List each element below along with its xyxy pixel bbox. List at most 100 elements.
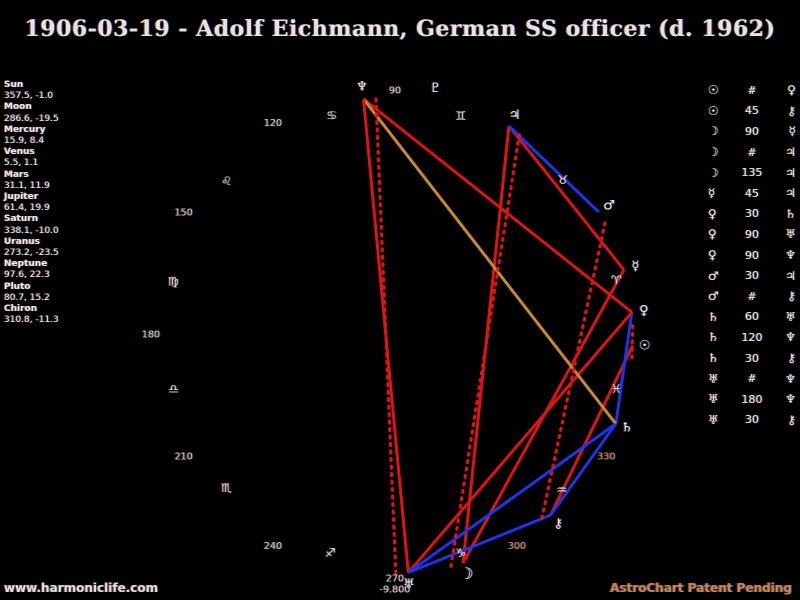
aspect-row-venus-uranus: ♀ 90 ♅ — [708, 224, 796, 245]
chart-planet-pluto-icon: ♇ — [430, 81, 442, 96]
venus-glyph: ♀ — [708, 206, 717, 221]
saturn-glyph: ♄ — [785, 206, 796, 221]
radial-scale-label: -9.800 — [380, 585, 411, 596]
aspect-value: 30 — [745, 413, 759, 427]
aspect-line-mars-jupiter-30 — [507, 124, 600, 214]
zodiac-pisces-icon: ♓ — [611, 382, 622, 396]
aspect-value: 135 — [741, 166, 763, 180]
angle-label-300: 300 — [508, 541, 526, 552]
mars-glyph: ♂ — [708, 268, 719, 283]
aspect-row-saturn-uranus: ♄ 60 ♅ — [708, 307, 796, 328]
aspect-value: # — [747, 83, 757, 97]
aspect-row-moon-jupiter: ☽ 135 ♃ — [708, 162, 796, 183]
aspect-row-saturn-chiron: ♄ 30 ⚷ — [708, 348, 796, 369]
zodiac-virgo-icon: ♍ — [168, 274, 179, 288]
zodiac-aquarius-icon: ♒ — [556, 483, 567, 497]
chiron-glyph: ⚷ — [787, 351, 796, 366]
venus-glyph: ♀ — [787, 83, 796, 98]
angle-label-150: 150 — [175, 208, 193, 219]
aspect-value: 30 — [745, 207, 759, 221]
uranus-glyph: ♅ — [708, 371, 719, 386]
planet-name-neptune: Neptune — [4, 259, 48, 270]
aspect-row-uranus-chiron: ♅ 30 ⚷ — [708, 410, 796, 431]
aspect-line-venus-neptune-90 — [362, 97, 633, 314]
moon-glyph: ☽ — [708, 124, 719, 139]
aspect-line-mars-chiron-decl — [539, 221, 607, 525]
planet-name-pluto: Pluto — [4, 281, 31, 292]
aspect-row-sun-chiron: ☉ 45 ⚷ — [708, 101, 796, 122]
chart-title: 1906-03-19 - Adolf Eichmann, German SS o… — [24, 16, 776, 42]
zodiac-scorpio-icon: ♏ — [221, 481, 232, 495]
planet-coords-moon: 286.6, -19.5 — [4, 113, 59, 124]
uranus-glyph: ♅ — [785, 227, 796, 242]
jupiter-glyph: ♃ — [785, 186, 796, 201]
zodiac-libra-icon: ♎ — [168, 382, 179, 396]
angle-label-120: 120 — [264, 118, 282, 129]
aspect-value: 90 — [745, 227, 759, 241]
planet-name-venus: Venus — [4, 147, 35, 158]
planet-coords-mars: 31.1, 11.9 — [4, 180, 50, 191]
aspect-value: 60 — [745, 310, 759, 324]
planet-name-uranus: Uranus — [4, 236, 40, 247]
chart-planet-neptune-icon: ♆ — [356, 80, 368, 95]
moon-glyph: ☽ — [708, 165, 719, 180]
aspect-value: 90 — [745, 248, 759, 262]
planet-position-list: Sun 357.5, -1.0 Moon 286.6, -19.5 Mercury 15.… — [4, 80, 119, 326]
venus-glyph: ♀ — [708, 248, 717, 263]
uranus-glyph: ♅ — [785, 309, 796, 324]
angle-label-240: 240 — [264, 541, 282, 552]
planet-coords-mercury: 15.9, 8.4 — [4, 136, 45, 147]
chiron-glyph: ⚷ — [787, 289, 796, 304]
aspect-row-moon-mercury: ☽ 90 ☿ — [708, 121, 796, 142]
jupiter-glyph: ♃ — [785, 145, 796, 160]
aspect-line-saturn-neptune-120 — [362, 98, 618, 425]
planet-name-saturn: Saturn — [4, 214, 39, 225]
planet-coords-saturn: 338.1, -10.0 — [4, 225, 59, 236]
planet-name-moon: Moon — [4, 102, 32, 113]
aspect-row-saturn-neptune: ♄ 120 ♆ — [708, 327, 796, 348]
chiron-glyph: ⚷ — [787, 412, 796, 427]
aspect-row-sun-venus: ☉ # ♀ — [708, 80, 796, 101]
aspect-row-uranus-neptune: ♅ 180 ♆ — [708, 389, 796, 410]
planet-coords-neptune: 97.6, 22.3 — [4, 270, 50, 281]
mars-glyph: ♂ — [708, 289, 719, 304]
aspect-row-mars-jupiter: ♂ 30 ♃ — [708, 265, 796, 286]
website-link[interactable]: www.harmoniclife.com — [4, 581, 159, 595]
sun-glyph: ☉ — [708, 83, 719, 98]
jupiter-glyph: ♃ — [785, 268, 796, 283]
chart-planet-jupiter-icon: ♃ — [509, 108, 521, 123]
aspect-value: 45 — [745, 186, 759, 200]
chart-planet-saturn-icon: ♄ — [621, 421, 633, 436]
aspect-row-moon-jupiter: ☽ # ♃ — [708, 142, 796, 163]
planet-coords-jupiter: 61.4, 19.9 — [4, 203, 50, 214]
planet-name-mercury: Mercury — [4, 124, 46, 135]
aspect-line-venus-saturn-30 — [614, 311, 634, 424]
planet-name-chiron: Chiron — [4, 304, 38, 315]
mercury-glyph: ☿ — [708, 186, 716, 201]
angle-label-210: 210 — [175, 452, 193, 463]
planet-name-jupiter: Jupiter — [4, 192, 39, 203]
aspect-list: ☉ # ♀ ☉ 45 ⚷ ☽ 90 ☿ ☽ # ♃ ☽ 135 ♃ ☿ 45 ♃ ♀ 30 ♄ ♀ 90 ♅ ♀ 90 ♆ ♂ 30 ♃ ♂… — [708, 80, 796, 430]
aspect-row-venus-neptune: ♀ 90 ♆ — [708, 245, 796, 266]
venus-glyph: ♀ — [708, 227, 717, 242]
planet-name-mars: Mars — [4, 169, 29, 180]
chart-planet-chiron-icon: ⚷ — [554, 517, 564, 532]
mercury-glyph: ☿ — [788, 124, 796, 139]
aspect-value: 90 — [745, 124, 759, 138]
zodiac-capricorn-icon: ♑ — [456, 546, 467, 560]
planet-coords-chiron: 310.8, -11.3 — [4, 315, 59, 326]
saturn-glyph: ♄ — [708, 351, 719, 366]
moon-glyph: ☽ — [708, 145, 719, 160]
aspect-line-moon-jupiter-decl — [449, 130, 522, 568]
chiron-glyph: ⚷ — [787, 103, 796, 118]
aspect-line-mercury-jupiter-45 — [507, 125, 626, 271]
sun-glyph: ☉ — [708, 103, 719, 118]
saturn-glyph: ♄ — [708, 309, 719, 324]
angle-label-90: 90 — [389, 86, 401, 97]
zodiac-aries-icon: ♈ — [611, 273, 622, 287]
planet-coords-uranus: 273.2, -23.5 — [4, 248, 59, 259]
planet-coords-venus: 5.5, 1.1 — [4, 158, 39, 169]
aspect-line-venus-uranus-90 — [407, 311, 634, 574]
